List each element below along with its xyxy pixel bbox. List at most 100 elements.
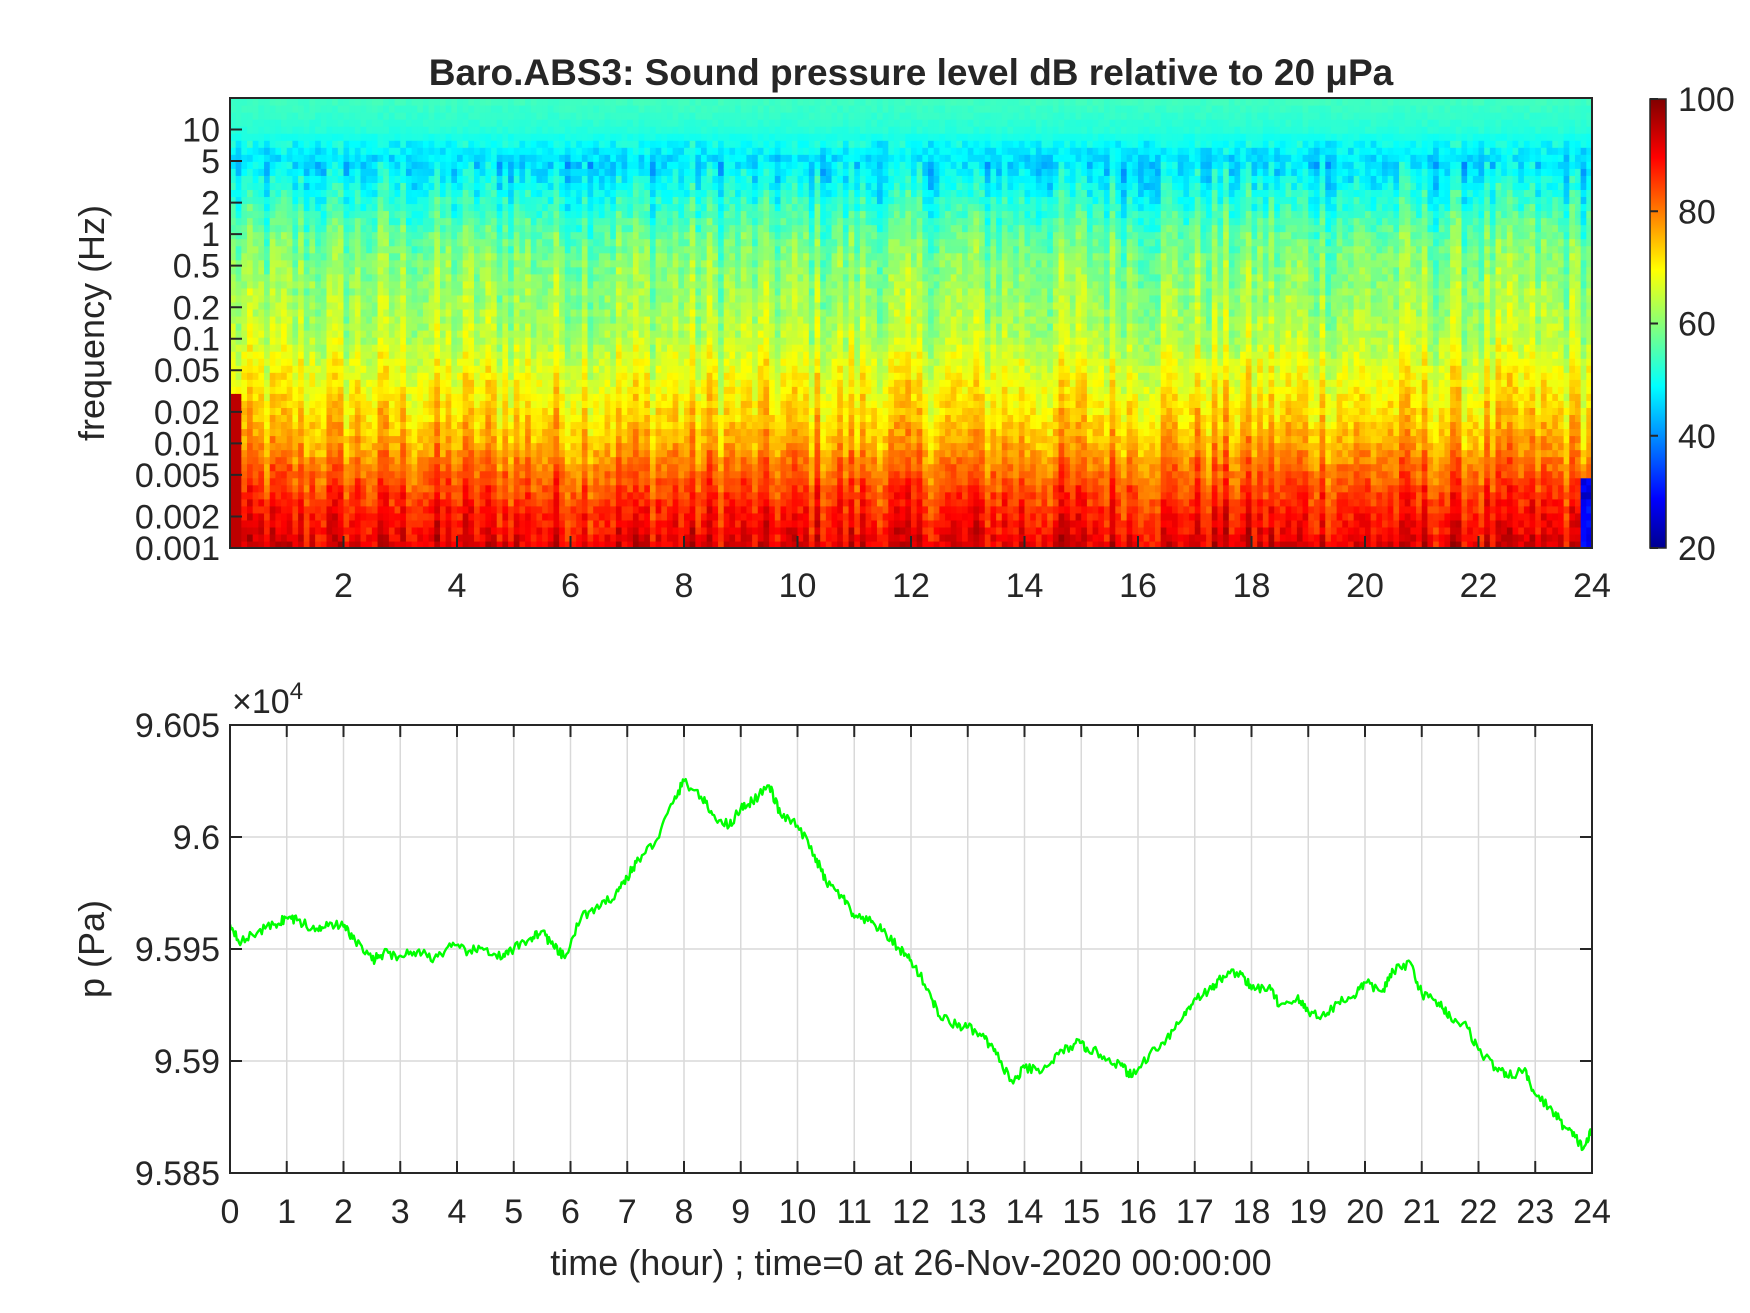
- spectrogram-cell: [343, 540, 350, 548]
- spectrogram-cell: [394, 161, 401, 169]
- spectrogram-cell: [666, 126, 674, 134]
- spectrogram-cell: [247, 98, 254, 106]
- spectrogram-cell: [315, 112, 322, 120]
- spectrogram-cell: [604, 161, 611, 169]
- spectrogram-cell: [439, 147, 447, 155]
- spectrogram-cell: [315, 175, 322, 183]
- spectrogram-cell: [241, 224, 248, 233]
- spectrogram-cell: [269, 470, 276, 479]
- spectrogram-cell: [303, 273, 311, 282]
- spectrogram-cell: [496, 175, 503, 183]
- spectrogram-cell: [343, 301, 350, 310]
- spectrogram-cell: [491, 98, 498, 106]
- spectrogram-cell: [468, 519, 475, 528]
- spectrogram-cell: [349, 196, 356, 205]
- spectrogram-cell: [661, 189, 668, 198]
- spectrogram-cell: [462, 428, 469, 437]
- spectrogram-cell: [366, 456, 373, 465]
- spectrogram-cell: [275, 252, 282, 261]
- spectrogram-cell: [627, 294, 634, 303]
- spectrogram-cell: [394, 98, 401, 106]
- spectrogram-cell: [627, 323, 634, 331]
- spectrogram-cell: [530, 126, 538, 134]
- spectrogram-cell: [536, 414, 543, 423]
- spectrogram-cell: [405, 463, 413, 472]
- spectrogram-cell: [439, 421, 447, 430]
- spectrogram-cell: [371, 287, 379, 296]
- spectrogram-cell: [525, 112, 532, 120]
- spectrogram-cell: [564, 112, 572, 120]
- spectrogram-cell: [309, 414, 316, 423]
- spectrogram-cell: [655, 365, 662, 373]
- spectrogram-cell: [371, 252, 379, 261]
- spectrogram-cell: [230, 477, 237, 486]
- spectrogram-cell: [462, 498, 469, 507]
- spectrogram-cell: [553, 435, 560, 444]
- spectrogram-cell: [655, 273, 662, 282]
- spectrogram-cell: [383, 456, 390, 465]
- spectrogram-cell: [581, 491, 589, 500]
- spectrogram-cell: [610, 414, 617, 423]
- spectrogram-cell: [564, 252, 572, 261]
- spectrogram-cell: [332, 98, 339, 106]
- spectrogram-cell: [439, 203, 447, 212]
- spectrogram-cell: [581, 182, 589, 191]
- spectrogram-cell: [513, 315, 521, 324]
- spectrogram-cell: [462, 505, 469, 514]
- spectrogram-cell: [638, 308, 645, 317]
- spectrogram-cell: [632, 147, 640, 155]
- spectrogram-cell: [230, 182, 237, 191]
- spectrogram-cell: [354, 147, 362, 155]
- spectrogram-cell: [422, 308, 430, 317]
- spectrogram-cell: [377, 175, 384, 183]
- spectrogram-cell: [576, 442, 583, 451]
- spectrogram-cell: [474, 98, 481, 106]
- spectrogram-cell: [451, 505, 458, 514]
- spectrogram-cell: [309, 294, 316, 303]
- spectrogram-cell: [462, 365, 469, 373]
- spectrogram-cell: [400, 154, 407, 162]
- spectrogram-cell: [252, 442, 259, 451]
- spectrogram-cell: [559, 203, 566, 212]
- spectrogram-cell: [371, 463, 379, 472]
- spectrogram-cell: [649, 421, 657, 430]
- spectrogram-cell: [422, 217, 430, 226]
- spectrogram-cell: [661, 351, 668, 359]
- spectrogram-cell: [457, 435, 464, 444]
- spectrogram-cell: [462, 196, 469, 205]
- spectrogram-cell: [258, 238, 265, 247]
- spectrogram-cell: [593, 147, 600, 155]
- spectrogram-cell: [286, 266, 294, 275]
- spectrogram-cell: [661, 154, 668, 162]
- spectrogram-cell: [564, 308, 572, 317]
- spectrogram-cell: [649, 533, 657, 542]
- spectrogram-cell: [394, 407, 401, 416]
- spectrogram-cell: [508, 168, 515, 176]
- spectrogram-cell: [474, 105, 481, 113]
- spectrogram-cell: [615, 182, 623, 191]
- spectrogram-cell: [439, 168, 447, 176]
- spectrogram-cell: [252, 428, 259, 437]
- spectrogram-cell: [610, 456, 617, 465]
- spectrogram-cell: [230, 519, 237, 528]
- spectrogram-cell: [513, 126, 521, 134]
- spectrogram-cell: [661, 512, 668, 521]
- spectrogram-cell: [525, 449, 532, 458]
- spectrogram-cell: [428, 182, 435, 191]
- spectrogram-cell: [525, 147, 532, 155]
- spectrogram-cell: [553, 133, 560, 141]
- spectrogram-cell: [298, 259, 305, 268]
- spectrogram-cell: [405, 266, 413, 275]
- spectrogram-cell: [326, 105, 333, 113]
- spectrogram-cell: [332, 358, 339, 366]
- spectrogram-cell: [479, 365, 486, 373]
- spectrogram-cell: [655, 266, 662, 275]
- spectrogram-cell: [388, 105, 396, 113]
- spectrogram-cell: [230, 273, 237, 282]
- spectrogram-cell: [661, 393, 668, 401]
- spectrogram-cell: [474, 421, 481, 430]
- spectrogram-cell: [513, 217, 521, 226]
- spectrogram-cell: [496, 259, 503, 268]
- spectrogram-cell: [377, 231, 384, 240]
